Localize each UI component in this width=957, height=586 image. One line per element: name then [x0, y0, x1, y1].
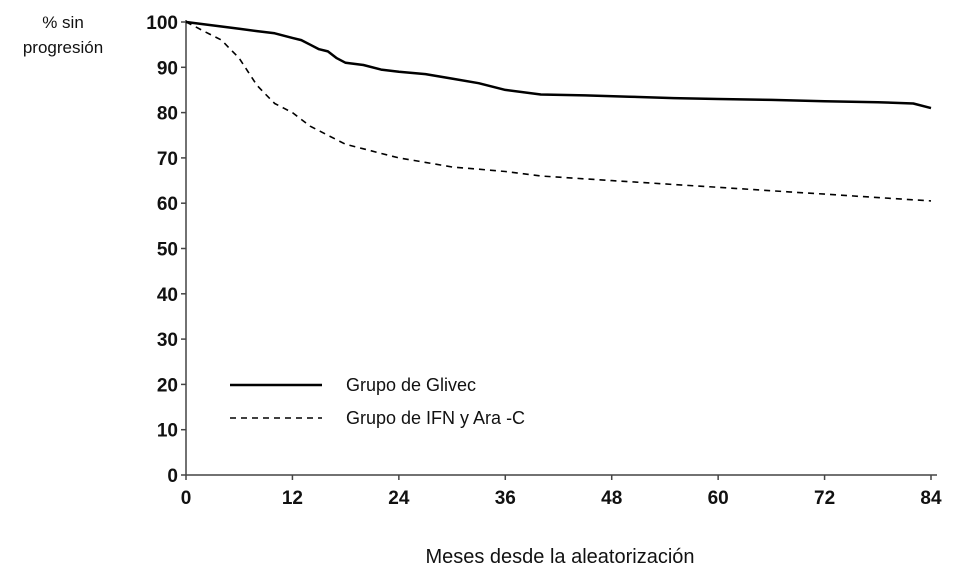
y-tick-label: 20 — [157, 375, 178, 396]
axes — [185, 20, 937, 476]
x-tick-label: 12 — [282, 488, 303, 509]
y-tick-label: 40 — [157, 285, 178, 306]
y-tick-label: 0 — [167, 466, 178, 487]
x-tick-label: 24 — [388, 488, 410, 509]
y-tick-label: 100 — [146, 13, 178, 34]
x-tick-label: 48 — [601, 488, 622, 509]
series-layer — [185, 20, 932, 202]
y-axis-label-line2: progresión — [23, 38, 103, 57]
x-tick-label: 36 — [495, 488, 516, 509]
y-tick-label: 80 — [157, 104, 178, 125]
series-line-glivec — [185, 20, 932, 110]
x-tick-label: 0 — [181, 488, 192, 509]
x-tick-label: 72 — [814, 488, 835, 509]
y-axis-label-line1: % sin — [42, 13, 84, 32]
y-tick-label: 60 — [157, 194, 178, 215]
y-tick-label: 10 — [157, 421, 178, 442]
legend-label-glivec: Grupo de Glivec — [346, 375, 476, 395]
y-tick-label: 50 — [157, 240, 178, 261]
legend: Grupo de Glivec Grupo de IFN y Ara -C — [230, 375, 525, 428]
x-tick-label: 60 — [708, 488, 729, 509]
y-tick-label: 30 — [157, 330, 178, 351]
x-axis-label: Meses desde la aleatorización — [425, 546, 694, 568]
series-line-ifn — [185, 21, 932, 202]
ticks: 0 10 20 30 40 50 60 70 80 90 100 0 12 24 36 48 60 72 84 — [146, 13, 942, 509]
legend-label-ifn: Grupo de IFN y Ara -C — [346, 408, 525, 428]
y-tick-label: 90 — [157, 58, 178, 79]
x-tick-label: 84 — [920, 488, 942, 509]
y-tick-label: 70 — [157, 149, 178, 170]
